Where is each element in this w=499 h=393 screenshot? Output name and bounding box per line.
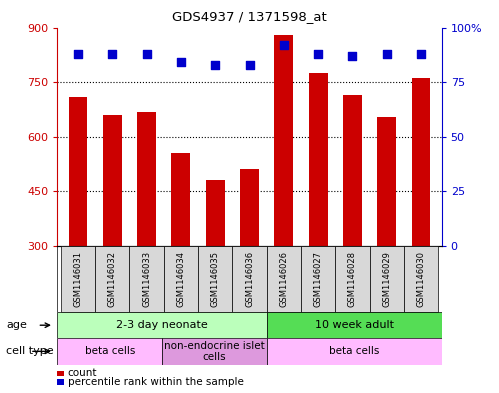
Text: age: age — [6, 320, 27, 330]
Point — [177, 59, 185, 66]
Text: GSM1146029: GSM1146029 — [382, 251, 391, 307]
Bar — [267, 338, 442, 365]
Bar — [95, 246, 129, 312]
Bar — [57, 312, 267, 338]
Bar — [404, 246, 438, 312]
Bar — [198, 246, 233, 312]
Point — [108, 51, 116, 57]
Text: GSM1146035: GSM1146035 — [211, 251, 220, 307]
Bar — [57, 338, 162, 365]
Text: cell type: cell type — [6, 346, 54, 356]
Bar — [164, 246, 198, 312]
Bar — [301, 246, 335, 312]
Point — [383, 51, 391, 57]
Text: count: count — [68, 368, 97, 378]
Text: beta cells: beta cells — [85, 346, 135, 356]
Bar — [61, 246, 95, 312]
Text: beta cells: beta cells — [329, 346, 379, 356]
Point — [211, 61, 219, 68]
Text: non-endocrine islet
cells: non-endocrine islet cells — [164, 341, 265, 362]
Text: GSM1146033: GSM1146033 — [142, 251, 151, 307]
Bar — [370, 246, 404, 312]
Point — [246, 61, 253, 68]
Text: 10 week adult: 10 week adult — [315, 320, 394, 330]
Text: percentile rank within the sample: percentile rank within the sample — [68, 377, 244, 387]
Bar — [266, 246, 301, 312]
Bar — [172, 153, 190, 246]
Text: GDS4937 / 1371598_at: GDS4937 / 1371598_at — [172, 10, 327, 23]
Bar — [267, 312, 442, 338]
Bar — [137, 112, 156, 246]
Text: GSM1146034: GSM1146034 — [176, 251, 186, 307]
Text: 2-3 day neonate: 2-3 day neonate — [116, 320, 208, 330]
Text: GSM1146030: GSM1146030 — [417, 251, 426, 307]
Bar — [162, 338, 267, 365]
Point — [143, 51, 151, 57]
Text: GSM1146031: GSM1146031 — [73, 251, 82, 307]
Point — [314, 51, 322, 57]
Point — [348, 53, 356, 59]
Bar — [103, 115, 122, 246]
Point — [417, 51, 425, 57]
Text: GSM1146036: GSM1146036 — [245, 251, 254, 307]
Bar — [240, 169, 259, 246]
Bar — [335, 246, 370, 312]
Bar — [68, 97, 87, 246]
Text: GSM1146027: GSM1146027 — [313, 251, 323, 307]
Bar — [377, 117, 396, 246]
Text: GSM1146032: GSM1146032 — [108, 251, 117, 307]
Bar — [206, 180, 225, 246]
Bar — [129, 246, 164, 312]
Bar — [343, 95, 362, 246]
Bar — [309, 73, 327, 246]
Text: GSM1146026: GSM1146026 — [279, 251, 288, 307]
Bar — [233, 246, 266, 312]
Text: GSM1146028: GSM1146028 — [348, 251, 357, 307]
Bar — [412, 78, 431, 246]
Point — [280, 42, 288, 48]
Bar — [274, 35, 293, 246]
Point — [74, 51, 82, 57]
